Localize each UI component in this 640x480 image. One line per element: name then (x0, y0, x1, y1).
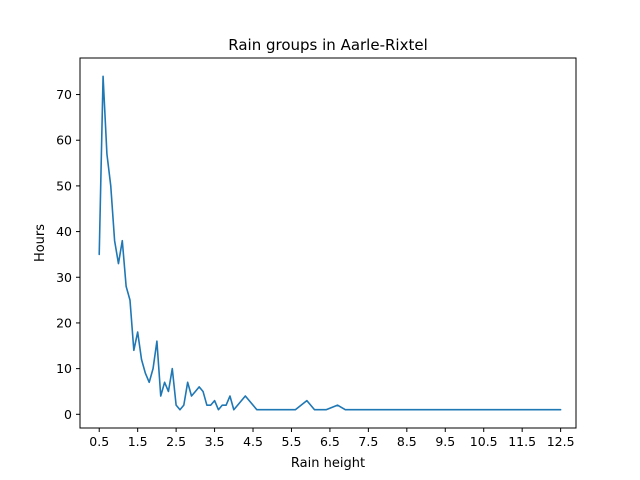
x-tick-label: 12.5 (547, 434, 575, 449)
y-tick-label: 10 (56, 361, 72, 376)
x-tick-label: 2.5 (166, 434, 186, 449)
y-tick-label: 60 (56, 133, 72, 148)
plot-area-frame (79, 57, 577, 429)
x-tick-label: 8.5 (397, 434, 417, 449)
x-tick-label: 7.5 (358, 434, 378, 449)
y-tick-label: 30 (56, 270, 72, 285)
x-tick-label: 9.5 (435, 434, 455, 449)
y-tick-label: 50 (56, 178, 72, 193)
x-tick-label: 10.5 (470, 434, 498, 449)
x-tick-label: 6.5 (320, 434, 340, 449)
x-tick-label: 1.5 (128, 434, 148, 449)
series-line (98, 75, 562, 411)
chart-title: Rain groups in Aarle-Rixtel (228, 36, 428, 54)
x-tick-label: 0.5 (89, 434, 109, 449)
x-tick-label: 4.5 (243, 434, 263, 449)
y-tick-label: 20 (56, 315, 72, 330)
y-tick-label: 40 (56, 224, 72, 239)
x-axis-label: Rain height (291, 456, 365, 471)
y-axis-label: Hours (33, 224, 48, 262)
x-tick-label: 3.5 (205, 434, 225, 449)
y-tick-label: 70 (56, 87, 72, 102)
x-tick-label: 5.5 (282, 434, 302, 449)
y-tick-label: 0 (64, 407, 72, 422)
x-tick-label: 11.5 (508, 434, 536, 449)
